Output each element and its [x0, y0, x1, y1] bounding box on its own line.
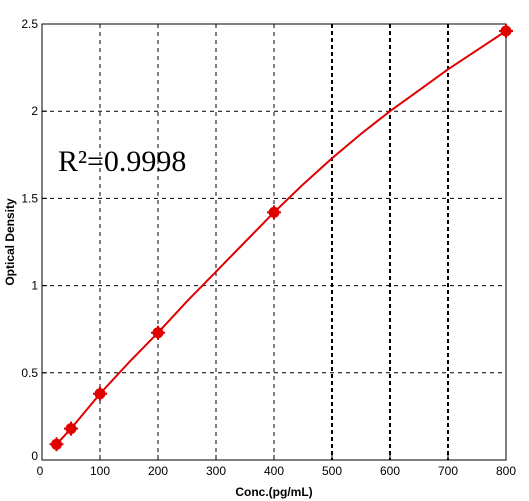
x-tick-label: 600 [380, 464, 400, 478]
x-tick-label: 0 [37, 464, 44, 478]
y-tick-label: 2 [31, 104, 38, 118]
data-point-cross [151, 325, 165, 340]
data-point [64, 421, 78, 436]
x-axis-ticks: 0 100 200 300 400 500 600 700 800 [37, 455, 516, 478]
y-axis-title: Optical Density [3, 198, 17, 286]
x-tick-label: 200 [148, 464, 168, 478]
grid [42, 24, 506, 460]
x-tick-label: 700 [438, 464, 458, 478]
data-point-cross [499, 23, 513, 38]
data-point-cross [267, 205, 281, 220]
x-tick-label: 800 [496, 464, 516, 478]
data-point [267, 205, 281, 220]
data-point [93, 386, 107, 401]
y-tick-label: 0.5 [21, 366, 38, 380]
x-tick-label: 100 [90, 464, 110, 478]
data-point-cross [64, 421, 78, 436]
x-tick-label: 400 [264, 464, 284, 478]
r-squared-annotation: R²=0.9998 [58, 145, 186, 178]
y-tick-label: 1 [31, 279, 38, 293]
y-tick-label: 2.5 [21, 17, 38, 31]
y-tick-label: 0 [31, 449, 38, 463]
y-tick-label: 1.5 [21, 191, 38, 205]
x-tick-label: 300 [206, 464, 226, 478]
data-point [49, 437, 64, 452]
data-point [151, 325, 165, 340]
x-axis-title: Conc.(pg/mL) [235, 485, 312, 499]
data-points [49, 23, 513, 452]
y-axis-ticks: 0 0.5 1 1.5 2 2.5 [21, 17, 47, 463]
data-point-cross [93, 386, 107, 401]
x-tick-label: 500 [322, 464, 342, 478]
data-point [499, 23, 513, 38]
data-point-cross [49, 437, 64, 452]
